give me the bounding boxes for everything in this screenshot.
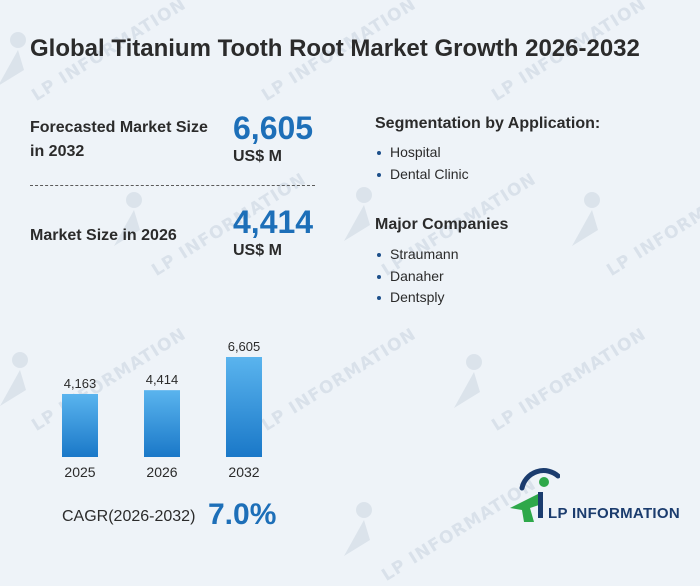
list-item: Dental Clinic <box>375 164 469 186</box>
list-item: Dentsply <box>375 287 458 309</box>
watermark-logo-icon <box>454 354 482 408</box>
watermark-text: LP INFORMATION <box>488 324 651 436</box>
watermark-logo-icon <box>344 502 372 556</box>
x-tick-label: 2026 <box>146 464 177 480</box>
page-title: Global Titanium Tooth Root Market Growth… <box>30 35 640 62</box>
cagr-label: CAGR(2026-2032) <box>62 508 196 525</box>
watermark-logo-icon <box>572 192 600 246</box>
forecast-unit: US$ M <box>233 148 282 165</box>
list-item: Danaher <box>375 266 458 288</box>
bar-2025 <box>62 393 98 457</box>
market-size-bar-chart: 4,163 2025 4,414 2026 6,605 2032 <box>62 339 262 480</box>
x-tick-label: 2032 <box>228 464 259 480</box>
forecast-value: 6,605 <box>233 110 314 146</box>
bar-2032 <box>226 357 262 457</box>
lp-logo-icon <box>510 468 560 522</box>
bar-value-label: 6,605 <box>228 339 261 354</box>
forecast-label: Forecasted Market Size in 2032 <box>30 119 208 160</box>
stat-divider <box>30 185 315 186</box>
x-tick-label: 2025 <box>64 464 95 480</box>
current-unit: US$ M <box>233 242 282 259</box>
watermark-logo-icon <box>344 187 372 241</box>
segmentation-title: Segmentation by Application: <box>375 115 601 132</box>
list-item: Hospital <box>375 142 469 164</box>
current-value: 4,414 <box>233 204 314 240</box>
logo-text: LP INFORMATION <box>548 505 680 522</box>
bar-value-label: 4,414 <box>146 372 179 387</box>
companies-list: Straumann Danaher Dentsply <box>375 244 458 309</box>
segmentation-list: Hospital Dental Clinic <box>375 142 469 185</box>
current-label: Market Size in 2026 <box>30 227 177 244</box>
bar-value-label: 4,163 <box>64 376 97 391</box>
companies-title: Major Companies <box>375 216 509 233</box>
watermark-text: LP INFORMATION <box>603 169 700 281</box>
watermark-logo-icon <box>0 352 28 406</box>
cagr-value: 7.0% <box>208 498 277 531</box>
list-item: Straumann <box>375 244 458 266</box>
bar-2026 <box>144 390 180 457</box>
